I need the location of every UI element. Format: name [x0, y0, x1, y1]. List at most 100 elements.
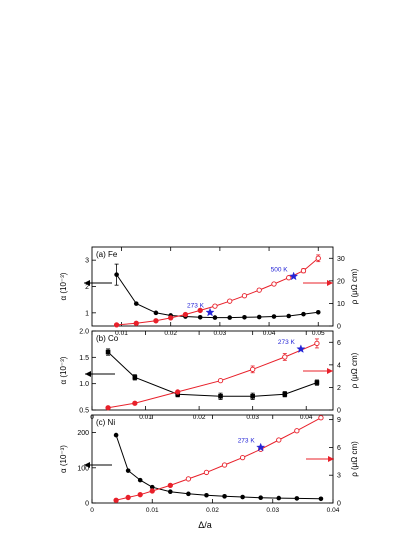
x-tick-label: 0.03 [266, 507, 279, 514]
data-point [314, 380, 320, 385]
data-point [250, 394, 255, 399]
right-tick-label: 6 [337, 340, 341, 347]
data-point [113, 497, 119, 503]
panel-label: (c) Ni [96, 418, 115, 427]
data-point [250, 366, 256, 373]
data-point [113, 322, 120, 328]
series-line-right [108, 342, 318, 409]
data-point [301, 311, 306, 317]
data-point [204, 492, 209, 498]
data-point [185, 476, 192, 482]
x-tick-label: 0.02 [193, 414, 206, 421]
data-point [133, 320, 139, 326]
data-point [276, 437, 282, 443]
data-point [182, 311, 189, 318]
panel-label: (a) Fe [96, 250, 118, 259]
data-point [197, 307, 203, 314]
data-point [168, 315, 174, 321]
data-point [286, 313, 292, 319]
left-tick-label: 0.5 [79, 408, 89, 415]
data-point [132, 400, 138, 406]
x-tick-label: 0.04 [300, 414, 313, 421]
right-tick-label: 20 [337, 278, 345, 285]
temperature-marker [289, 271, 299, 281]
data-point [137, 492, 143, 498]
right-axis-arrow-head [328, 456, 334, 462]
data-point [212, 315, 218, 320]
right-tick-label: 9 [337, 417, 341, 424]
x-tick-label: 0.03 [214, 330, 227, 337]
right-tick-label: 3 [337, 473, 341, 480]
right-tick-label: 2 [337, 385, 341, 392]
temperature-label: 273 K [278, 339, 296, 346]
right-tick-label: 4 [337, 362, 341, 369]
right-tick-label: 10 [337, 301, 345, 308]
right-tick-label: 30 [337, 256, 345, 263]
plot-frame [91, 246, 334, 327]
data-point [271, 314, 277, 319]
data-point [153, 310, 159, 316]
data-point [186, 491, 191, 497]
x-tick-label: 0.01 [139, 414, 152, 421]
data-point [282, 354, 288, 360]
right-tick-label: 6 [337, 445, 341, 452]
left-tick-label: 1 [85, 310, 89, 317]
right-axis-label: ρ (μΩ cm) [350, 352, 359, 388]
data-point [256, 287, 262, 293]
temperature-label: 500 K [271, 266, 289, 273]
data-point [132, 375, 138, 380]
right-tick-label: 0 [337, 501, 341, 508]
left-axis-arrow-head [85, 371, 91, 377]
temperature-marker [256, 442, 266, 452]
data-point [149, 484, 155, 490]
data-point [282, 391, 288, 397]
left-tick-label: 100 [77, 465, 89, 472]
x-tick-label: 0.02 [206, 507, 219, 514]
data-point [271, 281, 277, 287]
data-point [318, 496, 324, 502]
left-tick-label: 1.5 [79, 355, 89, 362]
data-point [300, 268, 307, 274]
data-point [315, 255, 321, 261]
data-point [125, 494, 131, 501]
x-tick-label: 0.05 [312, 330, 325, 337]
data-point [222, 494, 227, 499]
x-tick-label: 0.04 [263, 330, 276, 337]
x-tick-label: 0.01 [115, 330, 128, 337]
data-point [149, 488, 155, 494]
data-point [125, 468, 131, 473]
data-point [175, 389, 181, 395]
data-point [221, 462, 228, 468]
left-tick-label: 3 [85, 258, 89, 265]
panel-label: (b) Co [96, 334, 119, 343]
data-point [318, 415, 324, 421]
temperature-marker [296, 344, 306, 353]
x-tick-label: 0 [90, 507, 94, 514]
data-point [113, 432, 119, 438]
data-point [294, 428, 300, 434]
data-point [239, 454, 246, 461]
x-tick-label: 0.04 [327, 507, 340, 514]
left-axis-label: α (10⁻³) [59, 356, 68, 384]
data-point [133, 301, 139, 306]
data-point [217, 378, 224, 384]
left-tick-label: 1.0 [79, 381, 89, 388]
right-axis-label: ρ (μΩ cm) [350, 268, 359, 304]
data-point [315, 310, 321, 315]
series-line-left [116, 274, 319, 319]
x-axis-label: Δ/a [198, 520, 212, 530]
data-point [294, 496, 300, 501]
data-point [227, 315, 233, 320]
data-point [227, 298, 233, 304]
temperature-label: 273 K [187, 302, 205, 309]
data-point [256, 314, 262, 320]
data-point [242, 315, 247, 320]
data-point [105, 349, 111, 355]
data-point [276, 495, 282, 501]
temperature-marker [205, 307, 215, 317]
data-point [114, 272, 119, 277]
